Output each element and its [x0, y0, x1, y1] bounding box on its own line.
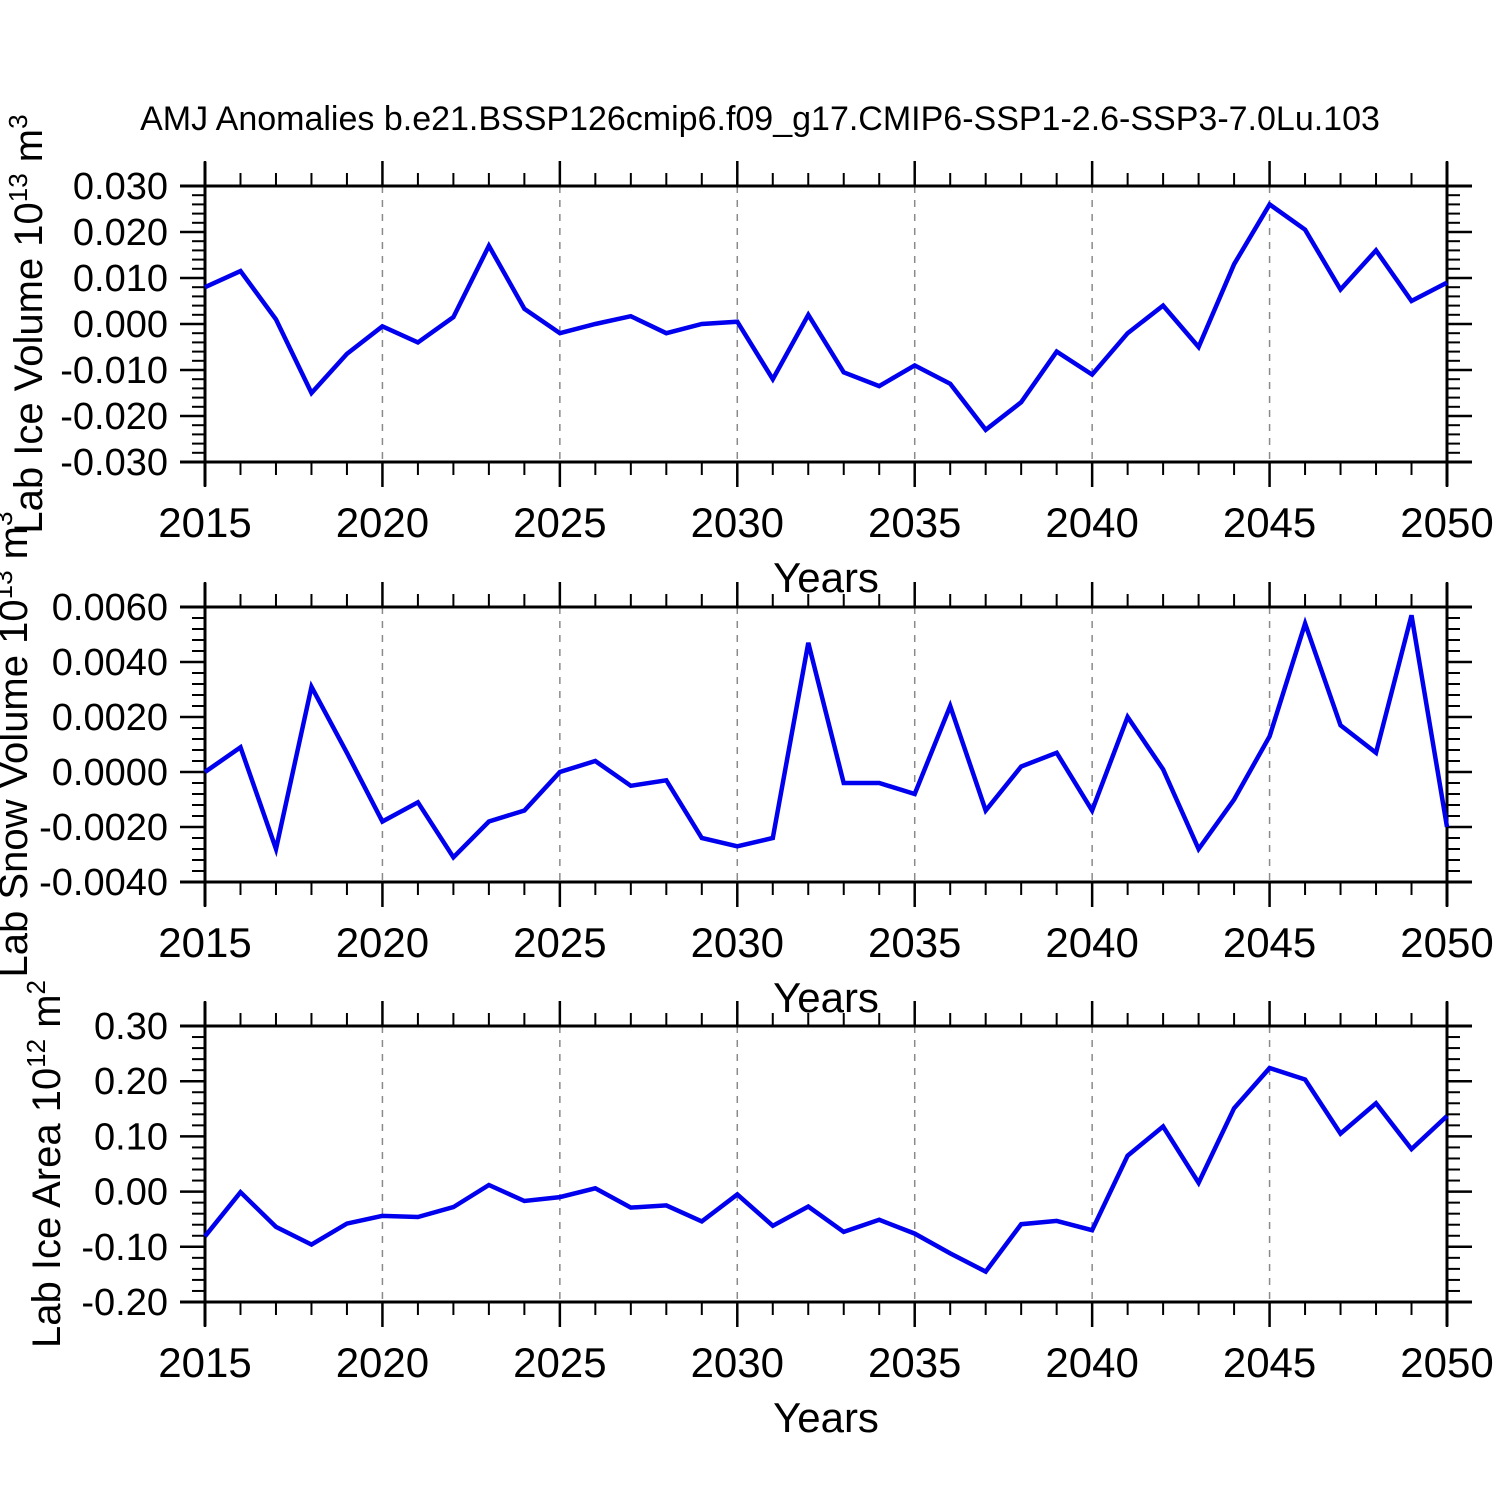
- x-axis: 2015 2020 2025 2030 2035 2040 2045 2050: [158, 161, 1494, 546]
- gridlines: [381, 1026, 1271, 1302]
- x-tick-label: 2015: [158, 499, 251, 546]
- x-tick-label: 2025: [513, 919, 606, 966]
- gridlines: [381, 186, 1271, 462]
- x-tick-label: 2050: [1400, 499, 1493, 546]
- x-tick-label: 2020: [336, 1339, 429, 1386]
- y-tick-label: -0.0020: [39, 807, 168, 849]
- x-axis: 2015 2020 2025 2030 2035 2040 2045 2050: [158, 1001, 1494, 1386]
- plot-frame: [180, 1002, 1472, 1326]
- x-tick-label: 2030: [691, 499, 784, 546]
- y-tick-label: -0.030: [60, 442, 168, 484]
- x-axis-title: Years: [773, 1394, 879, 1441]
- x-tick-label: 2025: [513, 499, 606, 546]
- chart-title: AMJ Anomalies b.e21.BSSP126cmip6.f09_g17…: [140, 100, 1380, 138]
- y-tick-label: 0.0040: [52, 642, 168, 684]
- panel-lab-snow-volume: 0.00600.00400.00200.0000-0.0020-0.004020…: [0, 512, 1494, 1021]
- y-tick-label: 0.20: [94, 1061, 168, 1103]
- x-tick-label: 2030: [691, 1339, 784, 1386]
- y-tick-label: -0.0040: [39, 862, 168, 904]
- x-axis-title: Years: [773, 554, 879, 601]
- x-tick-label: 2015: [158, 1339, 251, 1386]
- y-tick-label: 0.0020: [52, 697, 168, 739]
- y-tick-label: -0.20: [81, 1282, 168, 1324]
- y-tick-label: -0.010: [60, 350, 168, 392]
- y-tick-label: 0.0000: [52, 752, 168, 794]
- x-tick-label: 2040: [1045, 1339, 1138, 1386]
- data-line-lab-snow-volume: [203, 614, 1450, 861]
- x-tick-label: 2030: [691, 919, 784, 966]
- y-axis-title: Lab Snow Volume 1013 m3: [0, 512, 36, 978]
- x-tick-label: 2045: [1223, 499, 1316, 546]
- x-tick-label: 2040: [1045, 919, 1138, 966]
- x-tick-label: 2035: [868, 499, 961, 546]
- y-axis: 0.0060 0.0040 0.0020 0.0000 -0.0020 -0.0040: [39, 587, 1472, 904]
- y-tick-label: 0.30: [94, 1006, 168, 1048]
- y-tick-label: -0.10: [81, 1227, 168, 1269]
- x-axis: 2015 2020 2025 2030 2035 2040 2045 2050: [158, 582, 1494, 966]
- x-tick-label: 2045: [1223, 919, 1316, 966]
- data-line-lab-ice-volume: [204, 201, 1449, 433]
- x-tick-label: 2015: [158, 919, 251, 966]
- y-tick-label: 0.0060: [52, 587, 168, 629]
- y-tick-label: 0.020: [73, 212, 168, 254]
- y-tick-label: 0.010: [73, 258, 168, 300]
- y-tick-label: 0.00: [94, 1172, 168, 1214]
- x-axis-title: Years: [773, 974, 879, 1021]
- x-tick-label: 2025: [513, 1339, 606, 1386]
- plot-frame: [180, 583, 1472, 906]
- y-tick-label: 0.030: [73, 166, 168, 208]
- y-axis-title: Lab Ice Area 1012 m2: [21, 980, 69, 1348]
- x-tick-label: 2020: [336, 499, 429, 546]
- data-line-lab-ice-area: [203, 1065, 1449, 1275]
- plot-frame: [180, 162, 1472, 486]
- x-tick-label: 2040: [1045, 499, 1138, 546]
- y-tick-label: -0.020: [60, 396, 168, 438]
- panel-lab-ice-volume: 0.0300.0200.0100.000-0.010-0.020-0.03020…: [3, 114, 1494, 601]
- x-tick-label: 2045: [1223, 1339, 1316, 1386]
- gridlines: [381, 607, 1271, 882]
- y-axis: 0.30 0.20 0.10 0.00 -0.10 -0.20: [81, 1006, 1472, 1324]
- x-tick-label: 2020: [336, 919, 429, 966]
- y-axis-title: Lab Ice Volume 1013 m3: [3, 114, 51, 533]
- x-tick-label: 2035: [868, 1339, 961, 1386]
- y-tick-label: 0.000: [73, 304, 168, 346]
- x-tick-label: 2035: [868, 919, 961, 966]
- x-tick-label: 2050: [1400, 919, 1493, 966]
- y-tick-label: 0.10: [94, 1116, 168, 1158]
- x-tick-label: 2050: [1400, 1339, 1493, 1386]
